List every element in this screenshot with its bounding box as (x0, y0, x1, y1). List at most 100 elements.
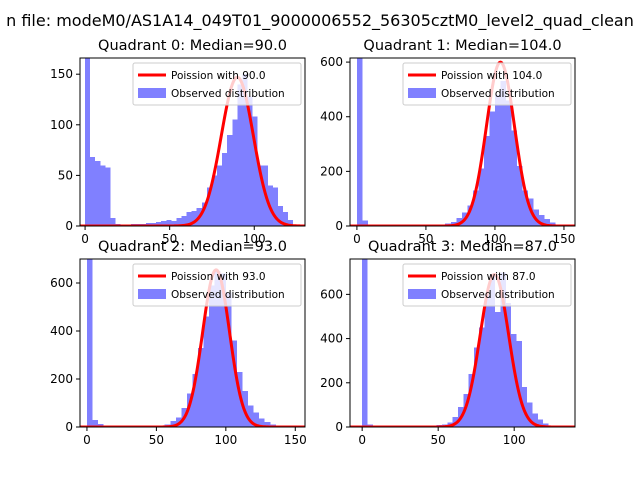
hist-bar (516, 340, 522, 427)
hist-bar (191, 210, 197, 226)
y-tick-label: 600 (320, 55, 343, 69)
subplot-title: Quadrant 0: Median=90.0 (98, 38, 287, 54)
hist-bar (532, 413, 538, 427)
legend-bar-swatch (408, 289, 436, 299)
poisson-curve (350, 60, 575, 226)
plot-area (80, 58, 305, 226)
hist-bar (472, 190, 479, 226)
hist-bar (288, 219, 294, 226)
hist-bar (206, 187, 212, 226)
y-tick-label: 0 (335, 219, 343, 233)
x-tick-label: 0 (358, 433, 366, 447)
y-tick-label: 600 (320, 287, 343, 301)
hist-bar (489, 111, 495, 226)
x-tick-label: 100 (214, 433, 237, 447)
legend: Poission with 90.0 Observed distribution (132, 62, 302, 106)
subplot-title: Quadrant 1: Median=104.0 (363, 38, 561, 54)
hist-bar (539, 215, 545, 226)
hist-bar (186, 211, 192, 226)
hist-bar (145, 222, 152, 226)
legend-label: Observed distribution (441, 88, 555, 100)
hist-bar (252, 116, 258, 226)
hist-bar (95, 161, 101, 226)
hist-bar (362, 259, 368, 427)
y-tick-label: 150 (50, 67, 73, 81)
plot-area (350, 259, 575, 427)
hist-bar (214, 271, 221, 427)
hist-bar (203, 316, 210, 427)
hist-bar (225, 292, 232, 427)
hist-bar (176, 217, 182, 226)
hist-bar (362, 220, 368, 226)
hist-bar (247, 96, 253, 226)
y-tick-label: 0 (65, 420, 73, 434)
hist-bar (100, 165, 106, 226)
axes-frame (79, 57, 306, 227)
hist-bar (171, 220, 177, 226)
hist-bar (456, 217, 462, 226)
y-tick-label: 600 (50, 276, 73, 290)
hist-bar (259, 418, 265, 427)
y-tick-label: 50 (58, 168, 73, 182)
hist-bar (217, 165, 223, 226)
hist-bar (186, 393, 193, 427)
hist-bar (264, 422, 271, 427)
x-tick-label: 100 (483, 232, 506, 246)
subplot-quadrant-3: 0 50 100 0 200 400 600 Quadrant 3: Median=87.0 P… (320, 239, 576, 447)
axes-frame (349, 258, 576, 428)
legend-label: Observed distribution (441, 289, 555, 301)
hist-bar (237, 84, 243, 226)
poisson-curve (350, 273, 575, 427)
poisson-curve (80, 75, 305, 226)
hist-bar (505, 303, 512, 427)
hist-bar (484, 294, 490, 427)
hist-bar (500, 81, 506, 226)
x-tick-label: 50 (162, 232, 177, 246)
hist-bar (257, 165, 263, 226)
y-tick-label: 400 (50, 324, 73, 338)
legend-label: Poission with 90.0 (171, 70, 266, 82)
hist-bar (505, 100, 512, 226)
hist-bar (478, 168, 484, 226)
y-tick-label: 400 (320, 332, 343, 346)
hist-bar (489, 274, 496, 427)
legend-box (402, 62, 572, 106)
hist-bar (511, 334, 517, 427)
hist-bar (495, 312, 501, 427)
x-tick-label: 100 (243, 232, 266, 246)
hist-bar (527, 402, 533, 427)
hist-bar (511, 130, 518, 226)
legend: Poission with 87.0 Observed distribution (402, 263, 572, 307)
subplot-quadrant-1: 0 50 100 150 0 200 400 600 Quadrant 1: Median=10… (320, 38, 576, 246)
hist-bar (105, 167, 111, 226)
axes-frame (79, 258, 306, 428)
hist-bar (473, 347, 480, 427)
hist-bar (220, 273, 226, 427)
hist-bar (151, 222, 157, 226)
legend-bar-swatch (408, 88, 436, 98)
axes-frame (349, 57, 576, 227)
y-tick-label: 0 (335, 420, 343, 434)
hist-bar (231, 340, 237, 427)
legend-label: Poission with 87.0 (441, 271, 536, 283)
hist-bar (85, 58, 91, 226)
x-tick-label: 50 (149, 433, 164, 447)
y-tick-label: 400 (320, 110, 343, 124)
figure-suptitle: n file: modeM0/AS1A14_049T01_9000006552_… (6, 11, 634, 31)
hist-bar (356, 58, 363, 226)
y-tick-label: 200 (320, 376, 343, 390)
legend-label: Observed distribution (171, 289, 285, 301)
subplot-title: Quadrant 3: Median=87.0 (368, 239, 557, 255)
legend-bar-swatch (138, 289, 166, 299)
legend-bar-swatch (138, 88, 166, 98)
subplot-title: Quadrant 2: Median=93.0 (98, 239, 287, 255)
hist-bar (468, 373, 474, 427)
legend: Poission with 93.0 Observed distribution (132, 263, 302, 307)
hist-bar (211, 175, 218, 226)
hist-bar (156, 221, 162, 226)
hist-bar (166, 219, 172, 226)
hist-bar (92, 419, 99, 427)
legend-box (132, 62, 302, 106)
x-tick-label: 0 (353, 232, 361, 246)
